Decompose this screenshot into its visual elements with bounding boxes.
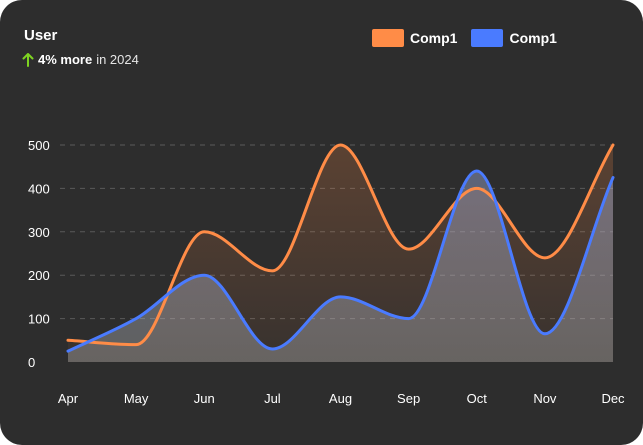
series-line-blue[interactable] <box>66 169 615 353</box>
legend-swatch-orange <box>372 29 404 47</box>
series-area-blue <box>68 171 613 362</box>
legend-label-orange: Comp1 <box>410 30 458 46</box>
x-tick-label: Nov <box>533 391 557 406</box>
y-tick-label: 300 <box>28 225 50 240</box>
x-tick-label: Dec <box>601 391 625 406</box>
x-tick-label: Jun <box>194 391 215 406</box>
chart-title: User <box>24 27 58 44</box>
growth-suffix: in 2024 <box>96 52 139 67</box>
arrow-up-icon <box>22 52 34 67</box>
legend-label-blue: Comp1 <box>509 30 557 46</box>
y-tick-label: 400 <box>28 181 50 196</box>
y-tick-label: 100 <box>28 312 50 327</box>
legend-swatch-blue <box>471 29 504 47</box>
y-tick-label: 200 <box>28 268 50 283</box>
series-line-orange[interactable] <box>66 143 615 347</box>
legend-item-orange[interactable]: Comp1 <box>372 29 457 47</box>
x-tick-label: Sep <box>397 391 420 406</box>
growth-summary: 4% more in 2024 <box>22 52 139 67</box>
y-tick-label: 500 <box>28 138 50 153</box>
x-tick-label: May <box>124 391 149 406</box>
x-tick-label: Oct <box>467 391 488 406</box>
x-tick-label: Jul <box>264 391 281 406</box>
x-tick-label: Aug <box>329 391 352 406</box>
y-tick-label: 0 <box>28 355 35 370</box>
chart-legend: Comp1 Comp1 <box>372 29 557 47</box>
legend-item-blue[interactable]: Comp1 <box>471 29 557 47</box>
growth-highlight: 4% more <box>38 52 93 67</box>
x-tick-label: Apr <box>58 391 79 406</box>
